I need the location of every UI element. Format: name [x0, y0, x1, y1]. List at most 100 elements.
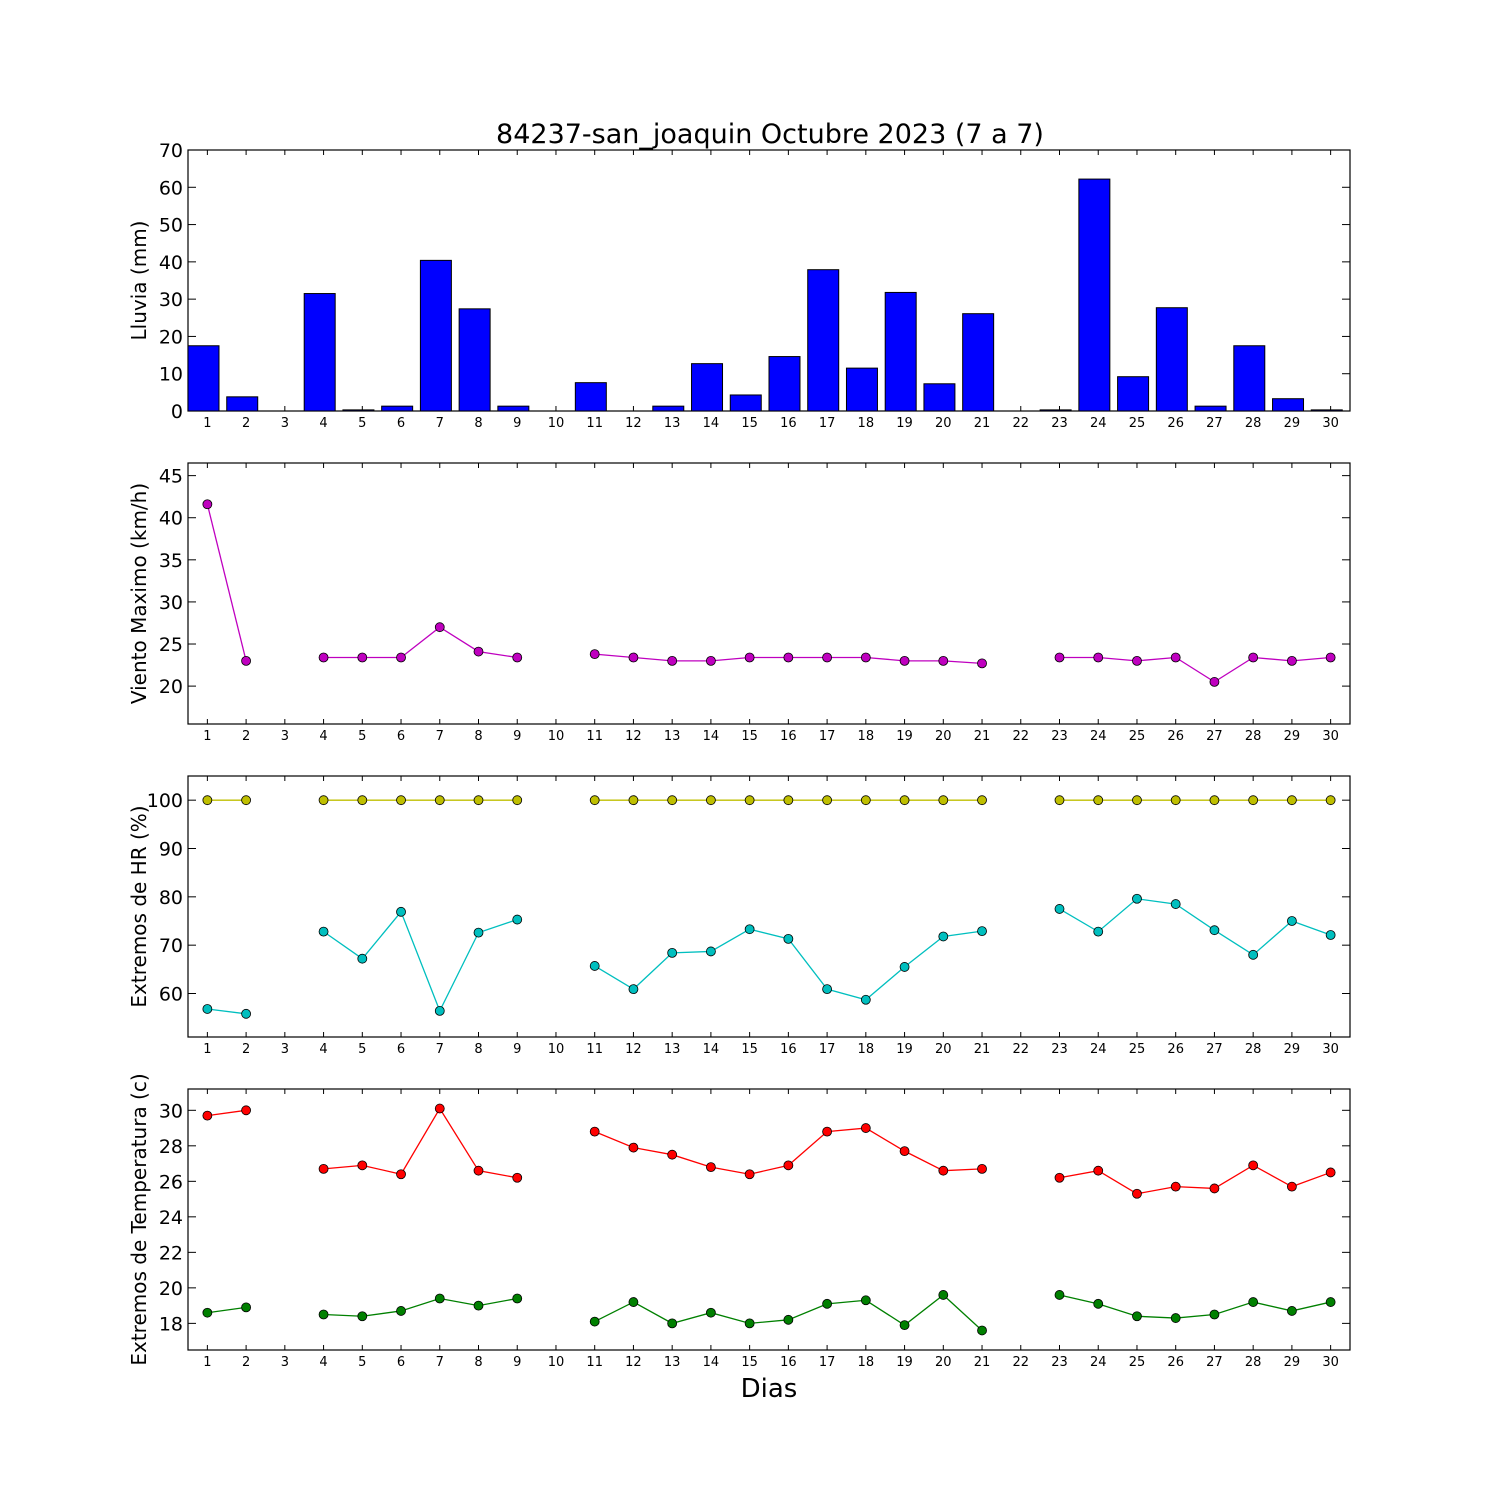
data-point: [783, 652, 794, 663]
y-tick-label: 20: [159, 1278, 183, 1300]
x-tick-label: 18: [858, 729, 875, 744]
data-point: [938, 1165, 949, 1176]
data-point: [1054, 904, 1065, 914]
x-tick-label: 3: [281, 416, 289, 431]
x-tick-label: 2: [242, 416, 250, 431]
data-point: [1170, 652, 1181, 663]
y-tick-label: 100: [147, 790, 183, 812]
data-point: [938, 655, 949, 666]
data-point: [783, 1314, 794, 1325]
series-1: [202, 1290, 1336, 1336]
x-tick-label: 14: [703, 1355, 720, 1370]
bar: [419, 259, 452, 412]
data-point: [241, 655, 252, 666]
plot-frame: [187, 1088, 1351, 1351]
y-tick-label: 30: [159, 592, 183, 614]
data-point: [977, 1325, 987, 1336]
data-point: [434, 622, 445, 633]
data-point: [628, 652, 639, 663]
x-tick-label: 13: [664, 416, 681, 431]
x-tick-label: 17: [819, 729, 836, 744]
x-tick-label: 13: [664, 1355, 681, 1370]
data-point: [899, 655, 910, 666]
data-point: [512, 1172, 523, 1183]
x-tick-label: 24: [1090, 416, 1107, 431]
y-tick-label: 45: [159, 466, 183, 488]
x-tick-label: 26: [1167, 1042, 1184, 1057]
data-point: [1287, 1181, 1297, 1192]
data-point: [1287, 916, 1297, 926]
data-point: [1093, 1165, 1104, 1176]
data-point: [1248, 1160, 1259, 1171]
y-tick-label: 50: [159, 215, 183, 237]
bar: [342, 409, 375, 412]
data-point: [977, 795, 987, 806]
data-point: [357, 652, 368, 663]
data-point: [318, 652, 329, 663]
data-point: [202, 1004, 213, 1014]
x-tick-label: 20: [935, 1355, 952, 1370]
x-tick-label: 11: [586, 416, 603, 431]
data-point: [628, 1142, 639, 1153]
panel-temperatura: 1 2 3 4 5 6 7 8 9 10 11 12 13 14 15 16 17 18 19 20 21 22 23 24 2…: [127, 1073, 1351, 1370]
x-tick-label: 22: [1012, 416, 1029, 431]
x-tick-label: 21: [974, 1355, 991, 1370]
x-tick-label: 11: [586, 1355, 603, 1370]
panel-viento: 1 2 3 4 5 6 7 8 9 10 11 12 13 14 15 16 17 18 19 20 21 22 23 24 2…: [127, 462, 1351, 744]
series-line: [1059, 1164, 1331, 1195]
x-tick-label: 14: [703, 729, 720, 744]
data-point: [434, 1006, 445, 1016]
data-point: [589, 1126, 600, 1137]
data-point: [434, 795, 445, 806]
data-point: [706, 1162, 716, 1173]
data-point: [202, 1307, 213, 1318]
x-tick-label: 6: [397, 1042, 405, 1057]
x-tick-label: 27: [1206, 729, 1223, 744]
x-tick-label: 23: [1051, 416, 1068, 431]
y-tick-label: 80: [159, 887, 183, 909]
y-axis-label: Extremos de HR (%): [127, 805, 151, 1007]
data-point: [822, 1126, 832, 1137]
x-tick-label: 17: [819, 1355, 836, 1370]
x-tick-label: 12: [625, 416, 642, 431]
data-point: [1054, 652, 1065, 663]
data-point: [512, 1293, 523, 1304]
data-point: [396, 906, 406, 917]
data-point: [1132, 893, 1142, 904]
x-tick-label: 26: [1167, 1355, 1184, 1370]
x-tick-label: 1: [203, 1042, 211, 1057]
y-tick-label: 60: [159, 177, 183, 199]
bar: [923, 383, 956, 412]
x-tick-label: 4: [319, 1355, 327, 1370]
x-tick-label: 30: [1322, 416, 1339, 431]
y-axis-label: Extremos de Temperatura (c): [127, 1073, 151, 1365]
bar: [303, 293, 336, 412]
data-point: [1209, 1183, 1220, 1194]
data-point: [241, 795, 252, 806]
data-point: [357, 795, 368, 806]
x-tick-label: 25: [1129, 1355, 1146, 1370]
data-point: [589, 961, 600, 971]
data-point: [1209, 677, 1220, 687]
y-tick-label: 0: [171, 401, 183, 423]
series-0: [202, 1103, 1336, 1199]
y-tick-label: 28: [159, 1136, 183, 1158]
data-point: [589, 649, 600, 660]
x-tick-label: 16: [780, 1042, 797, 1057]
data-point: [1287, 1306, 1297, 1316]
x-tick-label: 11: [586, 1042, 603, 1057]
data-point: [899, 1320, 910, 1331]
x-tick-label: 1: [203, 729, 211, 744]
x-tick-label: 24: [1090, 1355, 1107, 1370]
data-point: [783, 795, 794, 806]
data-point: [706, 655, 716, 666]
bar: [1155, 307, 1188, 412]
data-point: [357, 1160, 368, 1171]
series-line: [1059, 898, 1331, 956]
bar: [1039, 409, 1072, 412]
data-point: [1170, 1313, 1181, 1323]
series-0: [202, 795, 1336, 806]
data-point: [1093, 1298, 1104, 1309]
y-tick-label: 18: [159, 1313, 183, 1335]
x-tick-label: 7: [436, 1355, 444, 1370]
